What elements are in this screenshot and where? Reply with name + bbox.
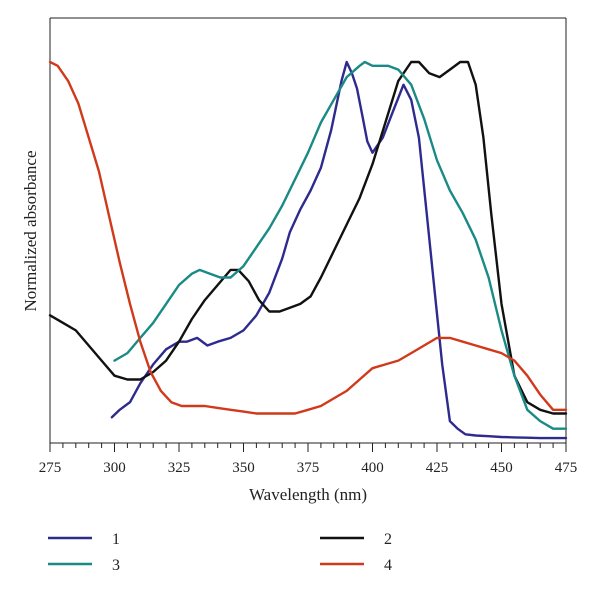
x-tick-label: 300	[103, 460, 126, 476]
x-major-ticks: 275 300 325 350 375 400 425 450 475	[39, 443, 578, 476]
x-tick-label: 350	[232, 460, 255, 476]
legend-label-3: 3	[112, 557, 120, 574]
legend-label-1: 1	[112, 531, 120, 548]
series-line-2	[48, 60, 568, 415]
x-tick-label: 450	[490, 460, 513, 476]
x-tick-label: 275	[39, 460, 62, 476]
y-axis-title: Normalized absorbance	[21, 151, 40, 312]
x-tick-label: 375	[297, 460, 320, 476]
series-layer	[48, 60, 568, 440]
x-tick-label: 475	[555, 460, 578, 476]
legend-label-2: 2	[384, 531, 392, 548]
series-line-3	[113, 60, 568, 430]
x-minor-ticks	[62, 443, 554, 448]
x-tick-label: 325	[168, 460, 191, 476]
legend: 1 2 3 4	[48, 531, 392, 574]
series-line-4	[48, 60, 568, 415]
legend-label-4: 4	[384, 557, 392, 574]
x-tick-label: 400	[361, 460, 384, 476]
x-axis-title: Wavelength (nm)	[249, 485, 367, 504]
x-tick-label: 425	[426, 460, 449, 476]
series-line-1	[110, 60, 568, 440]
